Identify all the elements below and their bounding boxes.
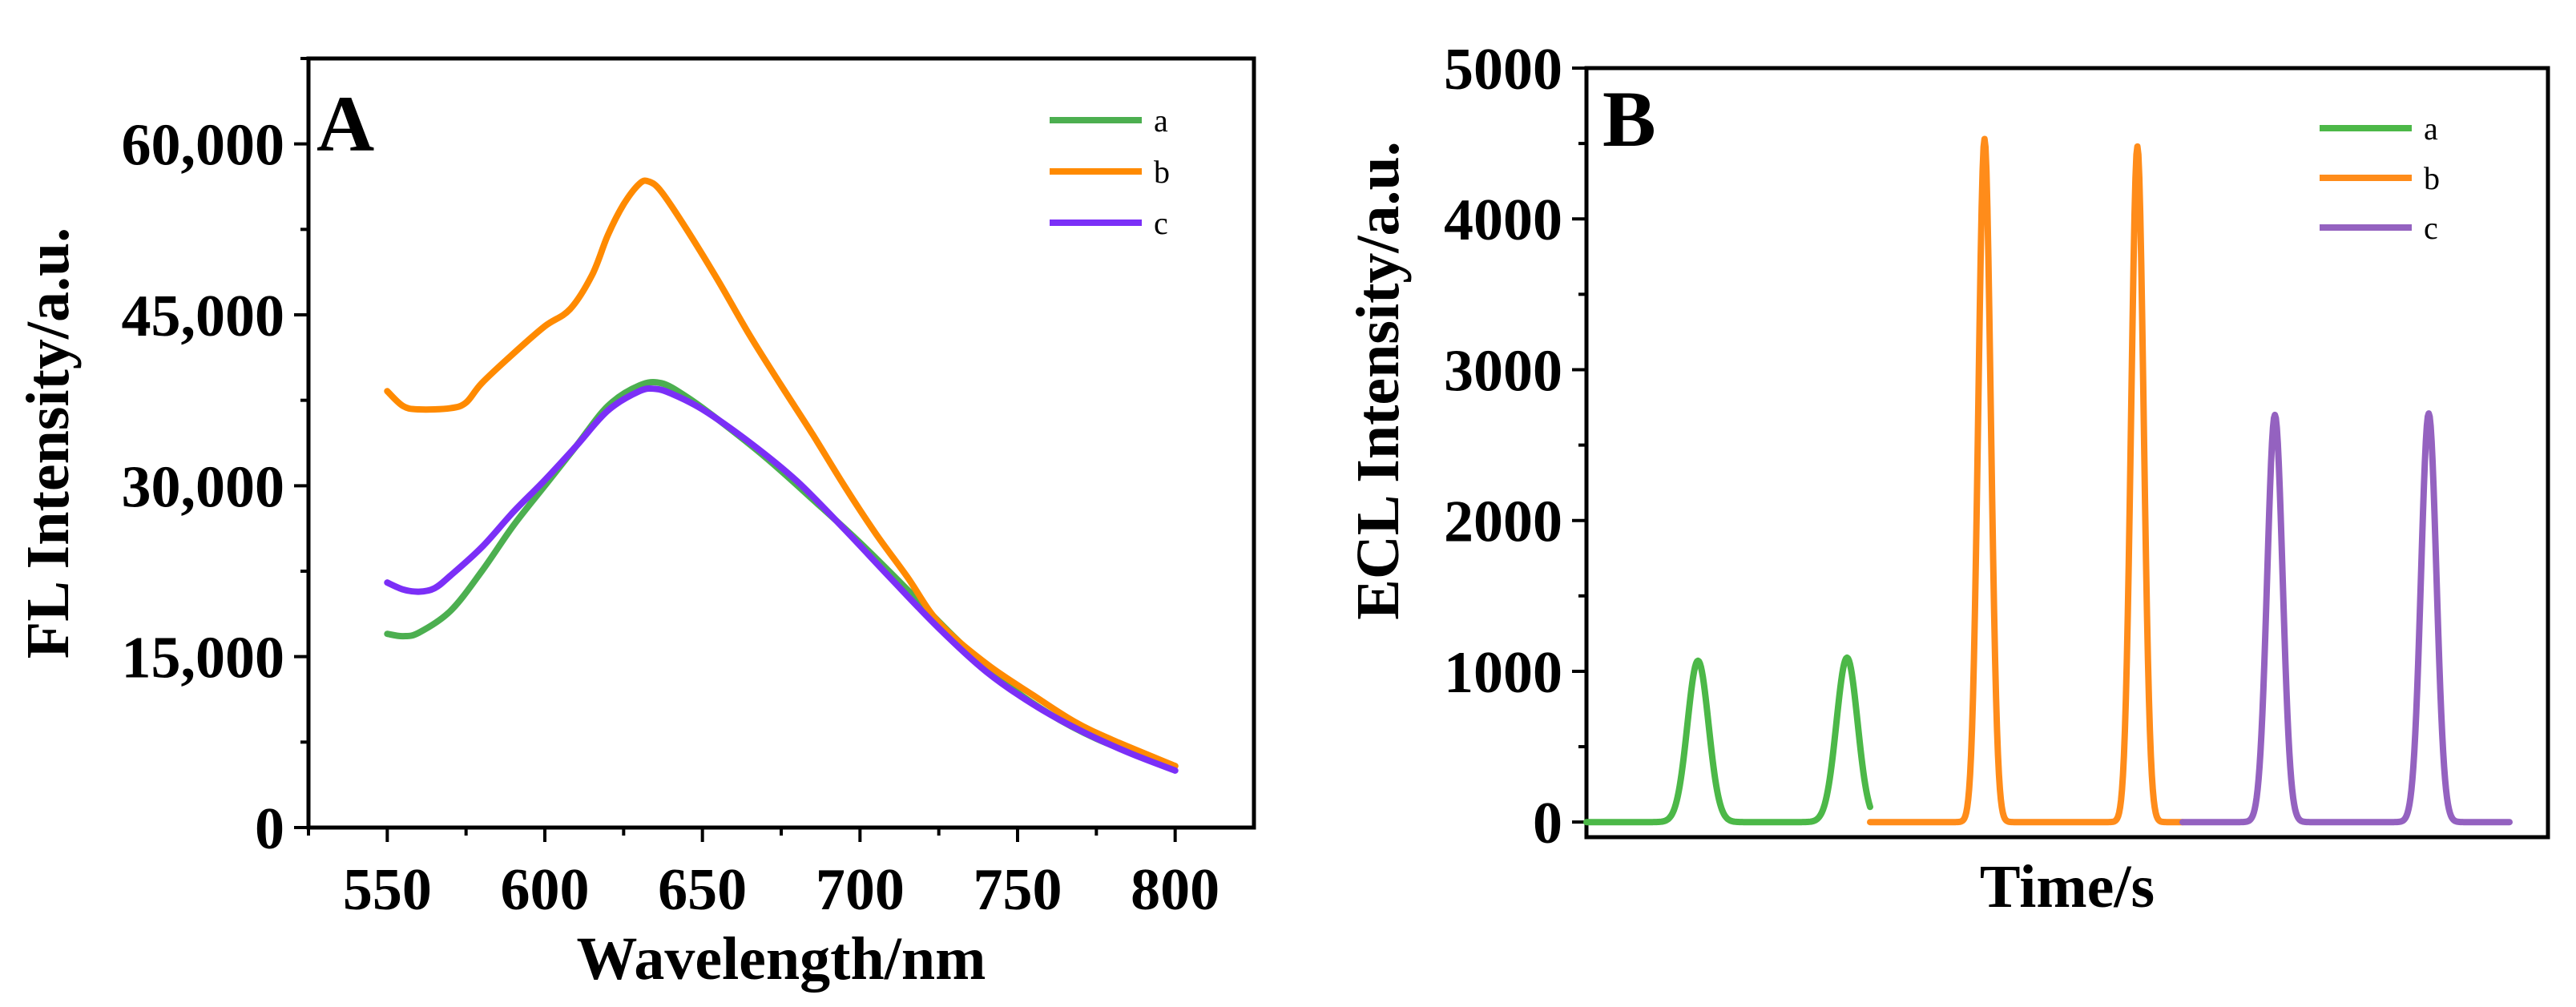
- panel-b-y-tick-label: 4000: [1444, 187, 1562, 253]
- panel-a-x-tick-label: 550: [343, 857, 432, 923]
- panel-b-tick-labels: 0 1000 2000 3000 4000 5000: [1444, 37, 1562, 856]
- panel-a-legend: abc: [1050, 103, 1170, 241]
- panel-a-chart: 550 600 650 700 750 800 0 15,000 30,000 45,000 60,…: [14, 56, 1256, 993]
- panel-b-series: [1583, 135, 2513, 826]
- panel-b-y-tick-label: 1000: [1444, 640, 1562, 706]
- panel-a-legend-label-a: a: [1154, 103, 1168, 139]
- panel-b-series-line-a: [1583, 655, 1873, 826]
- panel-b-label: B: [1602, 75, 1656, 163]
- panel-a-y-tick-label: 30,000: [122, 454, 285, 520]
- panel-a-x-tick-label: 650: [658, 857, 747, 923]
- panel-a-ticks: [294, 57, 1177, 842]
- panel-b-legend-label-c: c: [2424, 210, 2438, 246]
- panel-a-series: [384, 177, 1179, 774]
- panel-a-tick-labels: 550 600 650 700 750 800 0 15,000 30,000 45,000 60,…: [122, 113, 1220, 923]
- panel-a-series-line-b: [384, 177, 1179, 770]
- panel-b-legend: abc: [2320, 111, 2440, 246]
- panel-a-x-tick-label: 800: [1131, 857, 1219, 923]
- panel-a-x-tick-label: 600: [501, 857, 590, 923]
- panel-a-label: A: [316, 79, 374, 168]
- panel-a-legend-label-b: b: [1154, 154, 1170, 190]
- panel-b-legend-label-b: b: [2424, 160, 2440, 196]
- panel-a-series-line-c: [384, 385, 1179, 774]
- panel-b-chart: 0 1000 2000 3000 4000 5000 abc B Time/s ECL I…: [1344, 37, 2550, 920]
- panel-b-series-line-b: [1867, 135, 2186, 826]
- panel-b-plot-frame: [1584, 66, 2550, 840]
- panel-a-legend-label-c: c: [1154, 205, 1168, 241]
- panel-a-y-tick-label: 0: [255, 796, 284, 862]
- panel-b-legend-label-a: a: [2424, 111, 2438, 147]
- panel-a-x-tick-label: 750: [974, 857, 1062, 923]
- panel-b-y-tick-label: 0: [1533, 791, 1562, 856]
- panel-b-ticks: [1572, 66, 1586, 824]
- panel-b-y-axis-title: ECL Intensity/a.u.: [1344, 141, 1412, 620]
- panel-b-y-tick-label: 2000: [1444, 489, 1562, 555]
- panel-a-y-axis-title: FL Intensity/a.u.: [14, 228, 82, 659]
- panel-b-x-axis-title: Time/s: [1980, 853, 2155, 920]
- panel-a-y-tick-label: 15,000: [122, 626, 285, 691]
- panel-a-y-tick-label: 60,000: [122, 113, 285, 179]
- panel-a-x-axis-title: Wavelength/nm: [577, 925, 986, 993]
- panel-a-x-tick-label: 700: [816, 857, 905, 923]
- panel-b-y-tick-label: 5000: [1444, 37, 1562, 103]
- panel-b-y-tick-label: 3000: [1444, 338, 1562, 404]
- panel-b-series-line-c: [2179, 410, 2513, 826]
- panel-a-y-tick-label: 45,000: [122, 284, 285, 349]
